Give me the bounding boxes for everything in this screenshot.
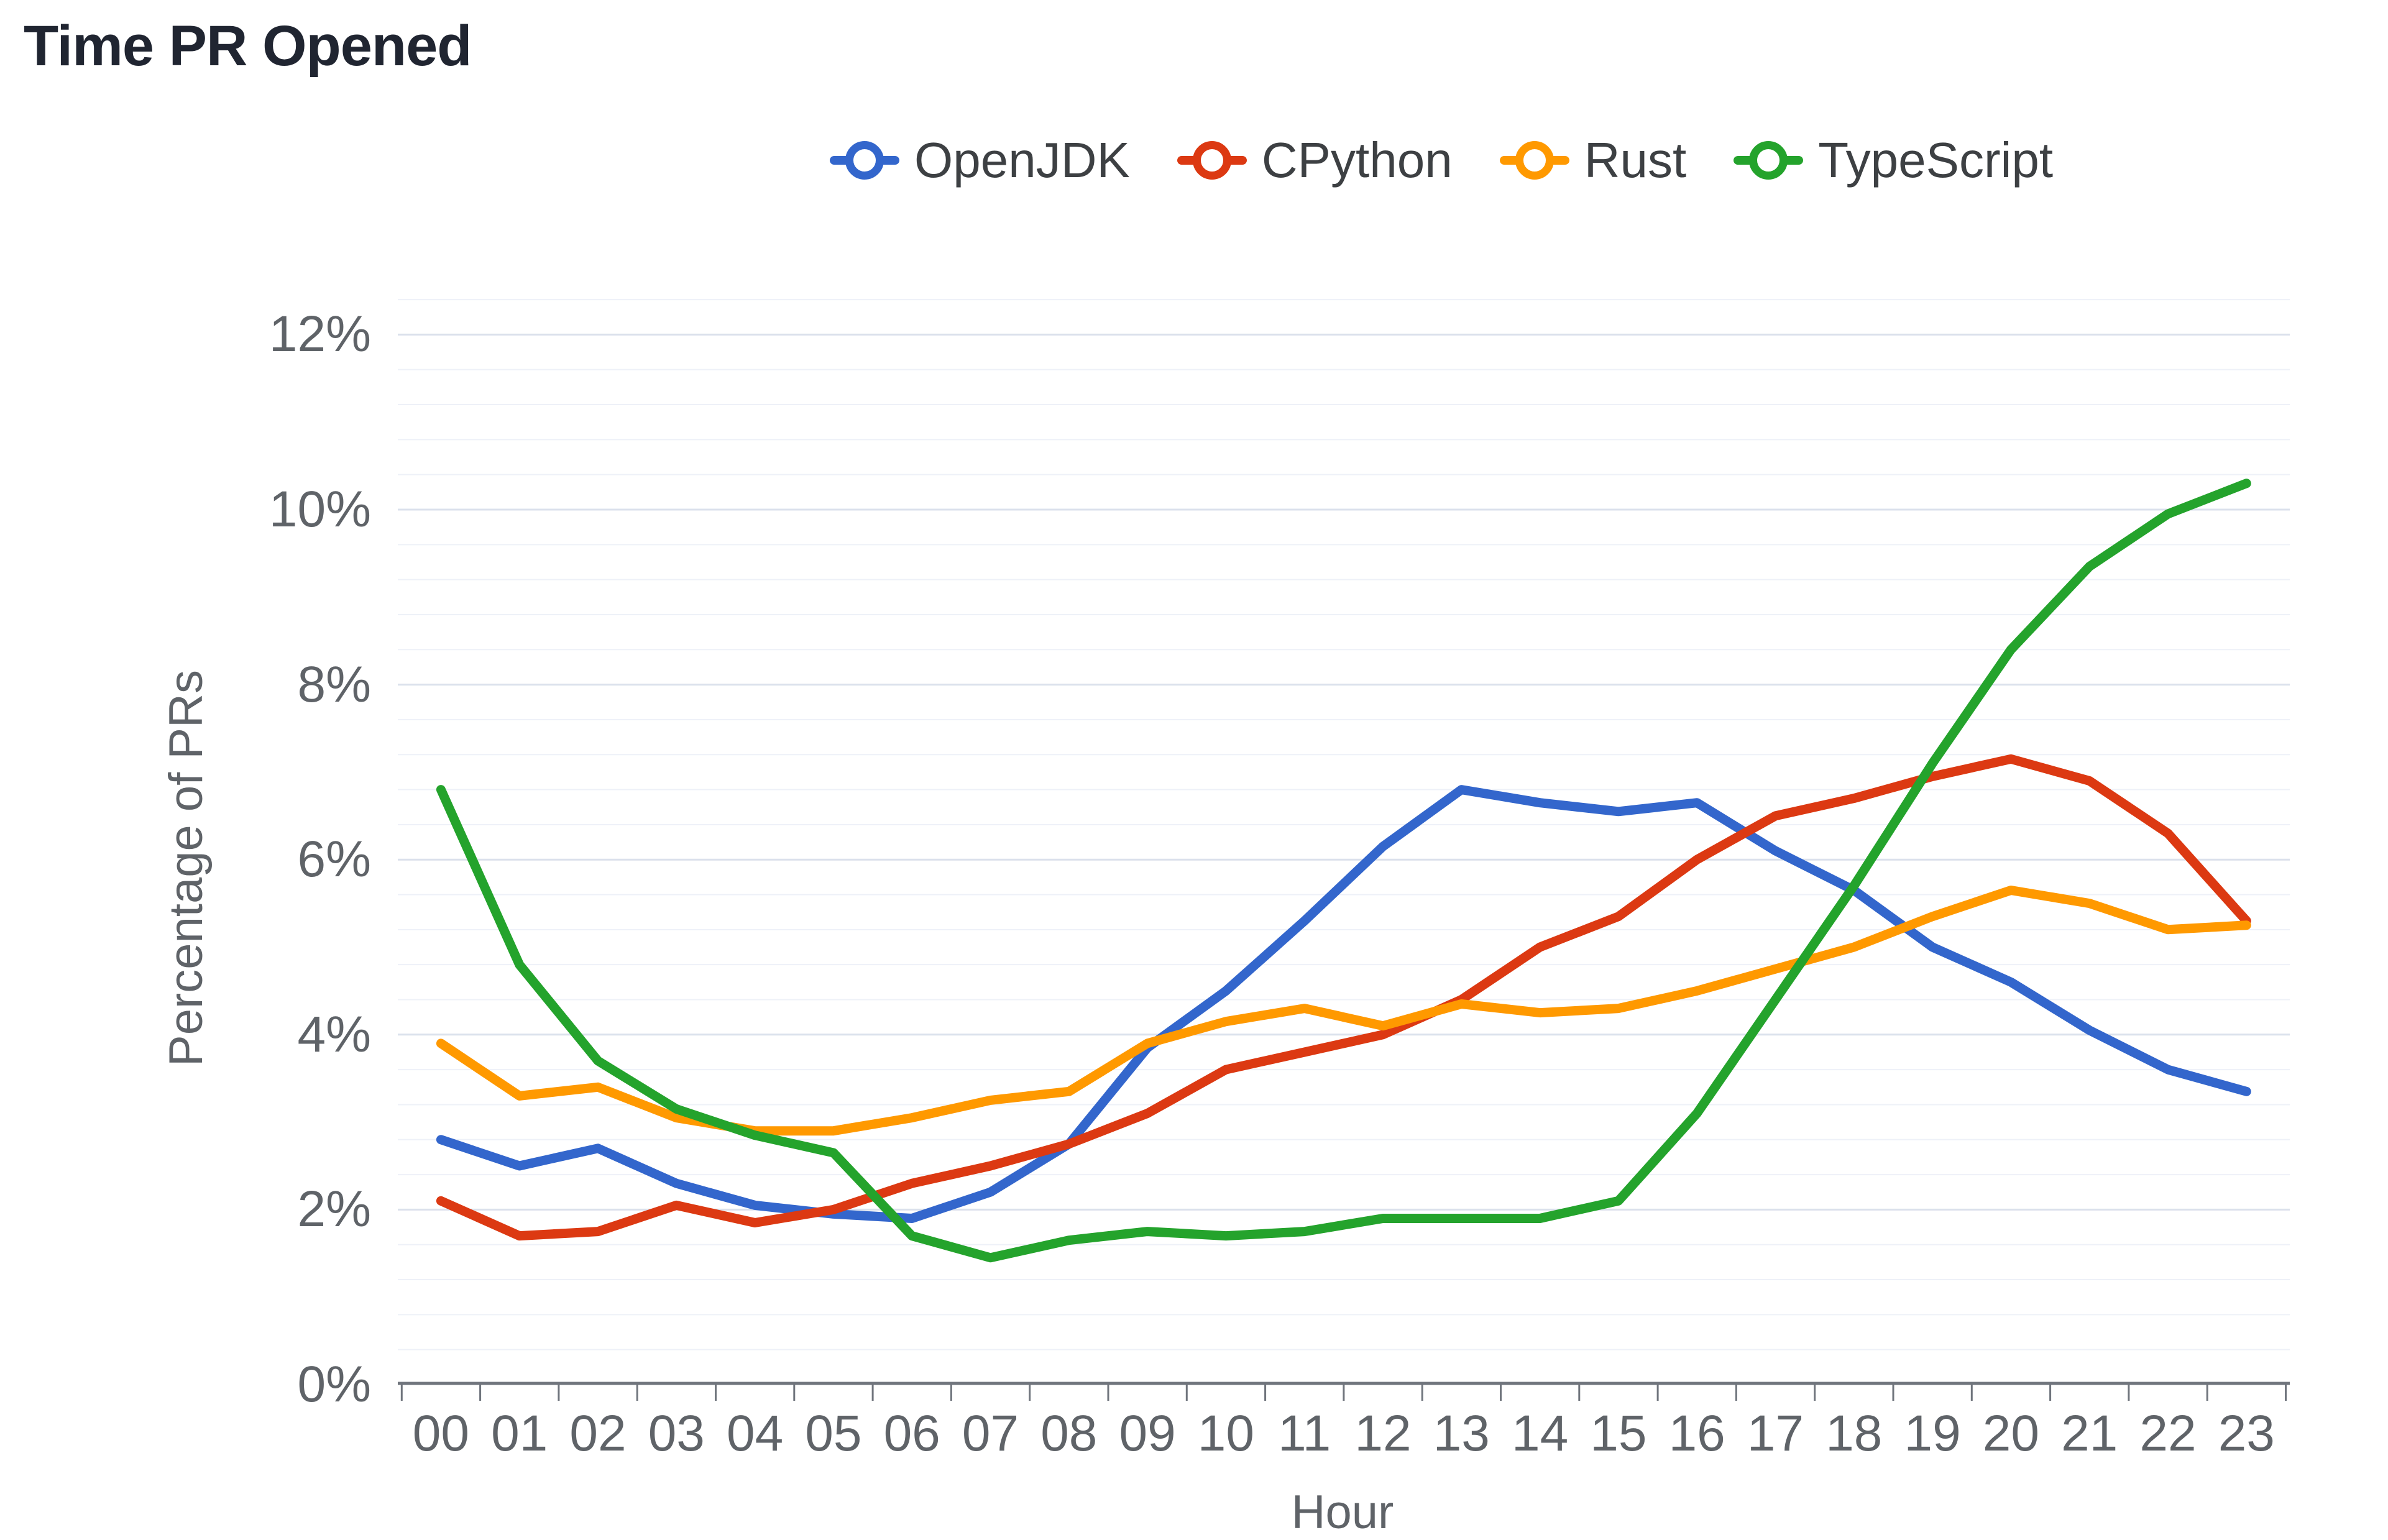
x-tick-label: 23	[2218, 1405, 2275, 1462]
series-line-rust	[436, 886, 2251, 1136]
legend-item-rust[interactable]: Rust	[1499, 132, 1687, 189]
chart-title: Time PR Opened	[24, 14, 472, 78]
series-line-cpython	[436, 754, 2251, 1241]
x-tick-label: 07	[962, 1405, 1019, 1462]
legend-item-typescript[interactable]: TypeScript	[1734, 132, 2053, 189]
x-tick-label: 09	[1119, 1405, 1176, 1462]
x-tick-label: 00	[412, 1405, 469, 1462]
legend-label: TypeScript	[1818, 132, 2054, 188]
y-tick-label: 8%	[297, 656, 371, 713]
x-tick-label: 14	[1511, 1405, 1569, 1462]
legend-item-cpython[interactable]: CPython	[1177, 132, 1453, 189]
x-tick-label: 04	[726, 1405, 784, 1462]
x-axis-title: Hour	[1291, 1486, 1394, 1539]
legend-item-openjdk[interactable]: OpenJDK	[830, 132, 1130, 189]
y-tick-label: 2%	[297, 1181, 371, 1238]
y-tick-label: 10%	[269, 481, 371, 538]
y-tick-label: 6%	[297, 831, 371, 888]
x-tick-label: 08	[1040, 1405, 1098, 1462]
x-tick-label: 21	[2061, 1405, 2118, 1462]
x-tick-label: 10	[1197, 1405, 1254, 1462]
x-tick-label: 18	[1825, 1405, 1883, 1462]
legend: OpenJDK CPython Rust TypeScript	[830, 132, 2053, 189]
series-line-typescript	[436, 479, 2251, 1263]
y-axis-title: Percentage of PRs	[160, 670, 213, 1066]
y-tick-label: 4%	[297, 1006, 371, 1063]
x-tick-label: 05	[805, 1405, 862, 1462]
x-tick-label: 03	[648, 1405, 705, 1462]
legend-label: Rust	[1584, 132, 1687, 188]
x-tick-label: 17	[1747, 1405, 1804, 1462]
legend-line-circle-icon	[1734, 141, 1804, 180]
x-tick-label: 13	[1433, 1405, 1490, 1462]
series-line-openjdk	[436, 785, 2251, 1223]
x-tick-label: 20	[1982, 1405, 2039, 1462]
x-tick-label: 22	[2139, 1405, 2197, 1462]
x-tick-label: 19	[1904, 1405, 1961, 1462]
x-tick-label: 02	[569, 1405, 627, 1462]
x-tick-label: 01	[491, 1405, 548, 1462]
x-tick-label: 12	[1354, 1405, 1412, 1462]
x-tick-label: 06	[883, 1405, 940, 1462]
x-tick-label: 16	[1668, 1405, 1725, 1462]
x-tick-label: 11	[1278, 1405, 1331, 1462]
legend-label: OpenJDK	[914, 132, 1130, 188]
y-tick-label: 0%	[297, 1356, 371, 1413]
legend-label: CPython	[1261, 132, 1453, 188]
y-tick-label: 12%	[269, 306, 371, 363]
x-tick-label: 15	[1590, 1405, 1647, 1462]
